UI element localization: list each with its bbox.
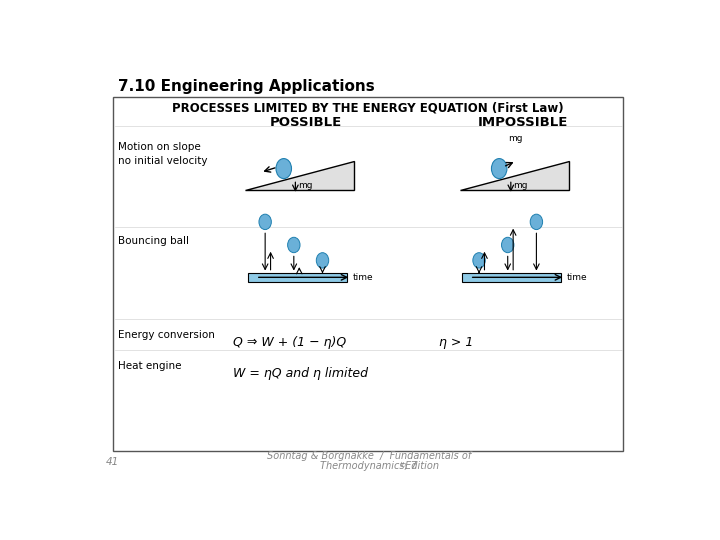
Bar [248,273,347,282]
Text: Thermodynamics, 7: Thermodynamics, 7 [320,461,418,470]
Text: time: time [353,273,374,282]
Text: W = ηQ and η limited: W = ηQ and η limited [233,367,369,380]
Ellipse shape [259,214,271,230]
Polygon shape [461,161,569,190]
Ellipse shape [492,159,507,179]
Text: Bouncing ball: Bouncing ball [118,236,189,246]
Text: 7.10 Engineering Applications: 7.10 Engineering Applications [118,79,374,93]
Text: mg: mg [508,134,523,143]
Text: Heat engine: Heat engine [118,361,181,372]
Text: mg: mg [297,181,312,190]
Text: mg: mg [513,181,528,190]
Bar [113,97,624,451]
Bar [462,273,561,282]
Text: Sonntag & Borgnakke  /  Fundamentals of: Sonntag & Borgnakke / Fundamentals of [267,451,471,461]
Text: Edition: Edition [402,461,439,470]
Ellipse shape [502,237,514,253]
Text: time: time [567,273,588,282]
Ellipse shape [287,237,300,253]
Ellipse shape [316,253,329,268]
Text: Energy conversion: Energy conversion [118,330,215,340]
Text: 41: 41 [106,457,119,467]
Text: Q ⇒ W + (1 − η)Q: Q ⇒ W + (1 − η)Q [233,336,346,349]
Text: POSSIBLE: POSSIBLE [269,117,341,130]
Text: Motion on slope
no initial velocity: Motion on slope no initial velocity [118,142,207,166]
Ellipse shape [530,214,543,230]
Text: th: th [399,462,407,468]
Text: PROCESSES LIMITED BY THE ENERGY EQUATION (First Law): PROCESSES LIMITED BY THE ENERGY EQUATION… [171,102,563,115]
Text: IMPOSSIBLE: IMPOSSIBLE [477,117,567,130]
Polygon shape [245,161,354,190]
Ellipse shape [276,159,292,179]
Text: η > 1: η > 1 [438,336,473,349]
Ellipse shape [473,253,485,268]
